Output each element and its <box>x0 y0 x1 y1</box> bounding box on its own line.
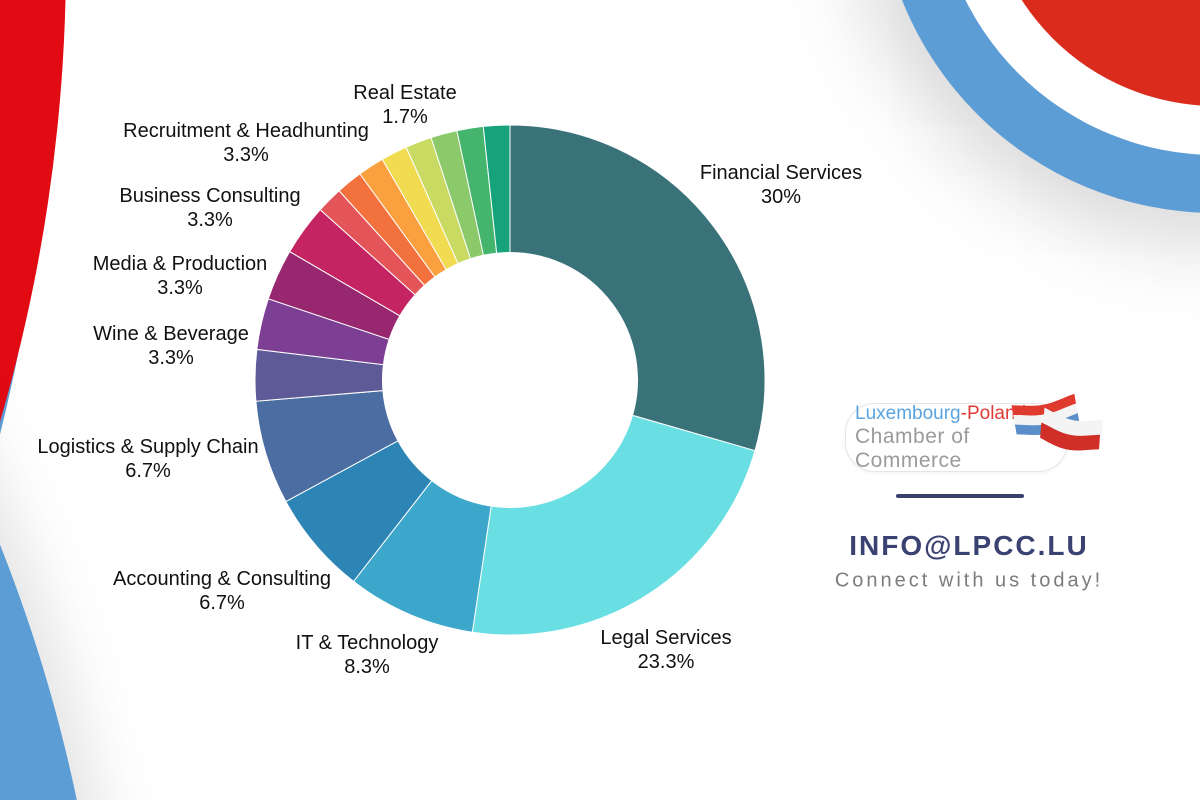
donut-segment[interactable] <box>509 124 766 452</box>
logo-title-luxembourg: Luxembourg <box>855 403 961 424</box>
lpcc-logo: Luxembourg-Poland Chamber of Commerce <box>845 403 1068 472</box>
logo-title: Luxembourg-Poland <box>855 402 1067 425</box>
logo-title-hyphen: - <box>960 403 967 424</box>
divider-line <box>896 494 1024 498</box>
contact-tagline: Connect with us today! <box>834 569 1104 592</box>
poland-flag-icon <box>1040 407 1104 451</box>
donut-segment[interactable] <box>471 414 756 636</box>
donut-segment[interactable] <box>482 124 511 254</box>
logo-title-poland: Poland <box>966 403 1027 424</box>
logo-subtitle: Chamber of Commerce <box>855 425 970 472</box>
contact-email: INFO@LPCC.LU <box>849 530 1089 561</box>
